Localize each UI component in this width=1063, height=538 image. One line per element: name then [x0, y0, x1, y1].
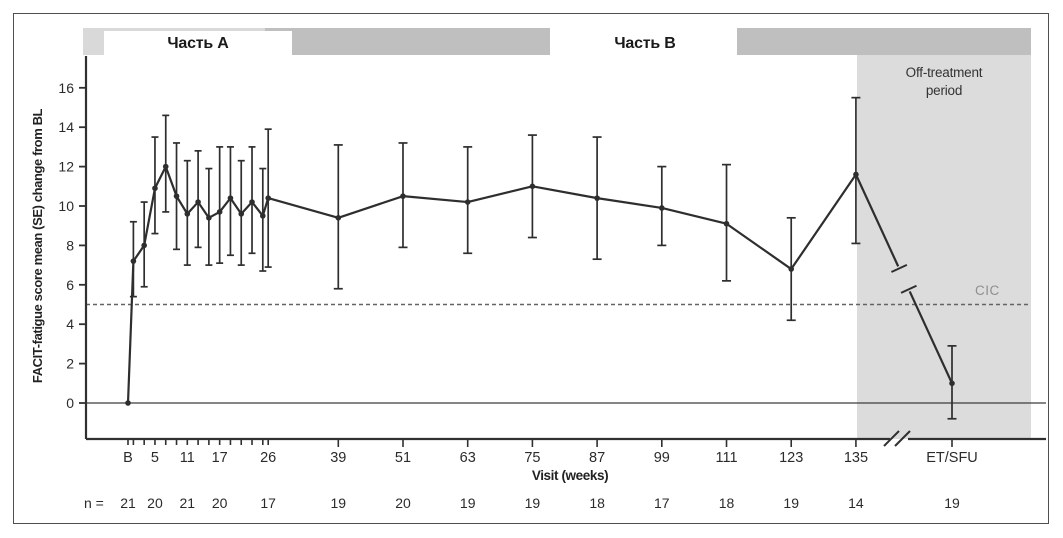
- x-tick-label: 99: [654, 450, 670, 466]
- x-tick-label: 87: [589, 450, 605, 466]
- data-point-marker: [195, 199, 201, 205]
- data-point-marker: [949, 380, 955, 387]
- part-b-dark-bar: [737, 28, 1031, 55]
- data-point-marker: [206, 215, 212, 221]
- data-point-marker: [265, 195, 271, 201]
- off-treatment-label-line2: period: [925, 83, 963, 98]
- part-a-label: Часть A: [167, 35, 229, 52]
- data-point-marker: [788, 266, 795, 272]
- n-row-prefix: n =: [84, 495, 104, 511]
- n-value: 21: [180, 495, 196, 511]
- data-point-marker: [152, 185, 158, 192]
- n-value: 19: [944, 495, 960, 511]
- y-axis-title: FACIT-fatigue score mean (SE) change fro…: [30, 108, 45, 384]
- x-axis-title: Visit (weeks): [531, 468, 609, 483]
- cic-reference-label: CIC: [975, 283, 1000, 298]
- x-tick-label: 5: [151, 450, 159, 466]
- data-point-marker: [173, 193, 180, 199]
- y-tick-label: 12: [58, 159, 74, 175]
- x-tick-label: 17: [212, 450, 228, 466]
- n-value: 21: [120, 495, 136, 511]
- off-treatment-label: Off-treatment period: [862, 64, 1026, 100]
- n-value: 17: [260, 495, 276, 511]
- n-value: 17: [654, 495, 670, 511]
- n-value: 19: [525, 495, 541, 511]
- data-point-marker: [594, 195, 600, 201]
- x-tick-label: 111: [715, 450, 737, 466]
- line-break-slash: [900, 284, 917, 294]
- data-point-marker: [335, 215, 342, 221]
- figure-border: [13, 13, 1049, 524]
- y-tick-label: 16: [58, 80, 74, 96]
- x-tick-label: 135: [844, 450, 868, 466]
- y-tick-label: 10: [58, 198, 74, 214]
- x-axis-break-slash: [883, 430, 900, 447]
- n-value: 14: [848, 495, 864, 511]
- data-point-marker: [141, 242, 147, 249]
- data-point-marker: [853, 171, 859, 178]
- n-value: 19: [330, 495, 346, 511]
- x-tick-label: 51: [395, 450, 411, 466]
- y-tick-label: 2: [66, 356, 74, 372]
- x-tick-label: 63: [460, 450, 476, 466]
- data-point-marker: [249, 199, 255, 205]
- part-a-label-box: Часть A: [104, 31, 292, 57]
- x-tick-label: ET/SFU: [926, 450, 978, 466]
- n-value: 20: [395, 495, 411, 511]
- x-tick-label: 11: [180, 450, 195, 466]
- data-point-marker: [125, 400, 131, 406]
- part-a-dark-bar: [265, 28, 550, 55]
- n-value: 19: [783, 495, 799, 511]
- y-tick-label: 8: [66, 237, 74, 253]
- y-tick-label: 6: [66, 277, 74, 293]
- n-value: 20: [147, 495, 163, 511]
- x-axis-break-slash: [894, 430, 911, 447]
- off-treatment-region: [857, 55, 1031, 439]
- data-point-marker: [216, 209, 223, 215]
- part-b-label-box: Часть B: [545, 31, 745, 57]
- part-b-label: Часть B: [614, 35, 676, 52]
- n-value: 18: [589, 495, 605, 511]
- data-point-marker: [238, 211, 245, 217]
- x-tick-label: 75: [524, 450, 540, 466]
- data-point-marker: [529, 183, 536, 190]
- data-point-marker: [130, 258, 137, 264]
- y-tick-label: 0: [66, 395, 74, 411]
- data-point-marker: [723, 220, 730, 227]
- data-point-marker: [227, 195, 234, 201]
- data-point-marker: [464, 199, 471, 205]
- y-tick-label: 4: [66, 316, 74, 332]
- x-tick-label: 26: [260, 450, 276, 466]
- data-point-marker: [260, 213, 266, 219]
- x-tick-label: 123: [779, 450, 803, 466]
- data-point-marker: [184, 211, 191, 217]
- n-value: 20: [212, 495, 228, 511]
- data-point-marker: [659, 205, 665, 211]
- n-value: 18: [719, 495, 735, 511]
- off-treatment-label-line1: Off-treatment: [905, 65, 983, 80]
- line-break-slash: [891, 263, 908, 273]
- x-tick-label: 39: [330, 450, 346, 466]
- n-value: 19: [460, 495, 476, 511]
- x-tick-label: B: [123, 450, 133, 466]
- data-point-marker: [162, 163, 169, 170]
- data-point-marker: [400, 193, 406, 199]
- y-tick-label: 14: [58, 119, 74, 135]
